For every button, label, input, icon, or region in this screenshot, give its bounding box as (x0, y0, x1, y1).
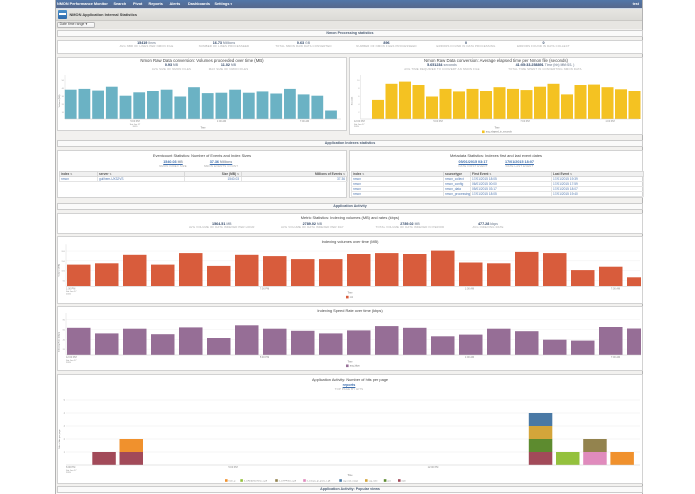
svg-text:it_0.1cpu_pr_prots_s.p8: it_0.1cpu_pr_prots_s.p8 (307, 479, 331, 482)
svg-text:Time: Time (347, 475, 353, 477)
svg-text:1:00 AM: 1:00 AM (465, 356, 474, 359)
svg-text:7:00 AM: 7:00 AM (611, 356, 620, 359)
svg-text:3: 3 (64, 425, 66, 428)
svg-text:2015: 2015 (66, 472, 72, 474)
svg-text:2015: 2015 (354, 126, 360, 128)
svg-text:12:00 PM: 12:00 PM (428, 466, 439, 469)
svg-text:7:00 AM: 7:00 AM (300, 120, 309, 123)
svg-text:Time: Time (347, 361, 353, 363)
svg-text:2015: 2015 (66, 294, 72, 296)
svg-text:5:00 PM: 5:00 PM (228, 466, 237, 469)
svg-text:2: 2 (358, 112, 360, 114)
svg-text:Time: Time (347, 293, 353, 295)
svg-text:12:00 PM: 12:00 PM (354, 120, 365, 123)
svg-text:4: 4 (64, 412, 66, 415)
svg-text:7:00 PM: 7:00 PM (260, 288, 269, 291)
svg-text:80: 80 (63, 320, 66, 322)
svg-text:150: 150 (61, 261, 65, 263)
svg-text:7:00 PM: 7:00 PM (520, 120, 529, 123)
svg-text:8: 8 (358, 88, 360, 90)
svg-text:Nbr of hits per page: Nbr of hits per page (58, 429, 61, 449)
svg-text:Sat Jan 17: Sat Jan 17 (66, 290, 77, 293)
svg-text:5: 5 (64, 399, 66, 402)
svg-text:say_root_range: say_root_range (343, 479, 359, 482)
svg-text:mb: mb (350, 297, 354, 299)
svg-text:5:00 PM: 5:00 PM (260, 356, 269, 359)
svg-text:avg_elapsed_in_seconds: avg_elapsed_in_seconds (486, 131, 513, 133)
svg-text:4: 4 (358, 104, 360, 106)
svg-text:50: 50 (62, 80, 65, 82)
svg-text:10: 10 (357, 80, 360, 82)
svg-text:1: 1 (64, 451, 66, 454)
svg-text:30: 30 (62, 96, 65, 98)
svg-text:hom_p: hom_p (229, 480, 236, 482)
svg-text:1:00 PM: 1:00 PM (605, 120, 614, 123)
svg-text:5:00 PM: 5:00 PM (433, 120, 442, 123)
svg-text:Volume (MB): Volume (MB) (59, 264, 61, 277)
svg-text:2015: 2015 (66, 362, 72, 364)
svg-text:2: 2 (64, 438, 66, 441)
svg-text:6:00 PM: 6:00 PM (66, 466, 75, 469)
svg-text:it_0.TPFGet_s.p8: it_0.TPFGet_s.p8 (279, 479, 297, 482)
svg-text:Sat Jan 17: Sat Jan 17 (66, 469, 77, 472)
svg-text:5:00 PM: 5:00 PM (130, 120, 139, 123)
svg-text:say_note: say_note (369, 479, 379, 482)
svg-text:Indexing Rate (kbps): Indexing Rate (kbps) (58, 332, 61, 352)
svg-text:50: 50 (63, 280, 66, 282)
svg-text:10: 10 (62, 112, 65, 114)
svg-text:it_0.RedefineTime_s.p8: it_0.RedefineTime_s.p8 (244, 479, 268, 482)
svg-text:60: 60 (63, 330, 66, 332)
svg-text:20: 20 (62, 104, 65, 106)
svg-text:1:00 AM: 1:00 AM (217, 120, 226, 123)
svg-text:Sat Jan 17: Sat Jan 17 (66, 359, 77, 362)
svg-text:200: 200 (61, 251, 65, 253)
svg-text:npm: npm (402, 480, 406, 482)
svg-text:40: 40 (63, 339, 66, 341)
svg-text:100: 100 (61, 271, 65, 273)
svg-text:40: 40 (62, 88, 65, 90)
svg-text:avg_kbps: avg_kbps (350, 366, 361, 368)
svg-text:Time: Time (494, 127, 500, 129)
svg-text:20: 20 (63, 349, 66, 351)
svg-text:just: just (386, 479, 391, 482)
svg-text:2015: 2015 (133, 126, 139, 128)
svg-text:12:00 PM: 12:00 PM (66, 356, 77, 359)
svg-text:Time: Time (200, 127, 206, 129)
svg-text:7:00 AM: 7:00 AM (611, 288, 620, 291)
svg-text:1:00 AM: 1:00 AM (465, 288, 474, 291)
svg-text:Seconds: Seconds (352, 95, 354, 104)
svg-text:6: 6 (358, 96, 360, 98)
svg-text:Sat Jan 17: Sat Jan 17 (354, 122, 365, 125)
svg-text:1:00 PM: 1:00 PM (66, 288, 75, 291)
svg-text:Sat Jan 17: Sat Jan 17 (130, 122, 141, 125)
svg-text:Volume (MB): Volume (MB) (59, 94, 61, 107)
